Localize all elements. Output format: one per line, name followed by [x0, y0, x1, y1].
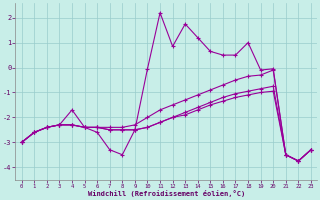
X-axis label: Windchill (Refroidissement éolien,°C): Windchill (Refroidissement éolien,°C)	[88, 190, 245, 197]
